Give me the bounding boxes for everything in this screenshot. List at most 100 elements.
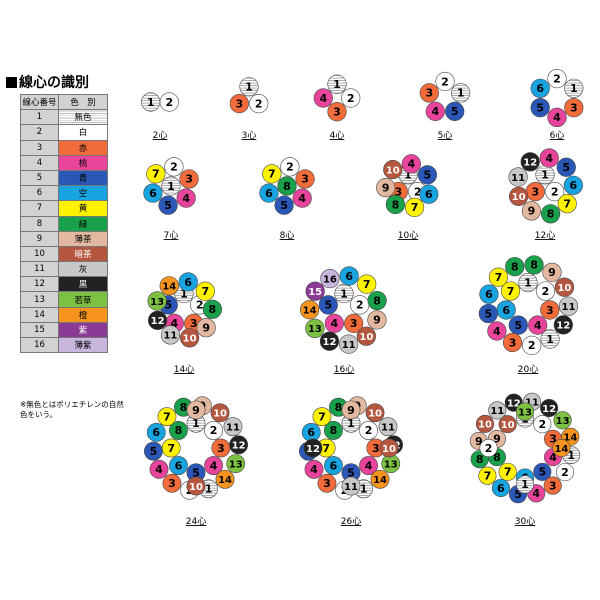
core-number-label: 13 bbox=[150, 297, 164, 308]
core-circle bbox=[370, 469, 390, 489]
color-name-cell: 若草 bbox=[58, 291, 108, 308]
core-circle bbox=[223, 417, 243, 437]
core-number-label: 4 bbox=[182, 192, 190, 205]
core-number-cell: 12 bbox=[20, 276, 59, 293]
core-number-label: 11 bbox=[342, 340, 356, 351]
core-circle bbox=[518, 273, 538, 293]
core-number-label: 4 bbox=[532, 487, 540, 500]
core-circle bbox=[149, 459, 169, 479]
core-number-label: 4 bbox=[310, 463, 318, 476]
core-circle bbox=[498, 462, 517, 481]
core-number-label: 9 bbox=[528, 205, 536, 218]
diagram-label: 16心 bbox=[334, 364, 354, 375]
core-circle bbox=[435, 71, 455, 92]
core-number-label: 6 bbox=[152, 426, 160, 439]
core-number-label: 9 bbox=[202, 321, 210, 334]
core-number-label: 1 bbox=[570, 82, 578, 95]
core-number-label: 10 bbox=[189, 482, 203, 493]
core-number-label: 9 bbox=[373, 314, 381, 327]
core-circle bbox=[533, 415, 552, 434]
core-number-label: 5 bbox=[514, 488, 522, 501]
core-circle bbox=[376, 178, 396, 198]
core-circle bbox=[169, 421, 188, 440]
core-number-label: 8 bbox=[373, 294, 381, 307]
core-circle bbox=[521, 201, 542, 221]
core-number-label: 4 bbox=[553, 111, 561, 124]
core-number-label: 10 bbox=[386, 165, 400, 176]
core-circle bbox=[419, 184, 439, 204]
core-circle bbox=[280, 157, 300, 177]
core-number-label: 11 bbox=[562, 302, 576, 313]
core-number-label: 7 bbox=[411, 201, 419, 214]
core-number-label: 12 bbox=[556, 321, 570, 332]
core-number-label: 2 bbox=[414, 185, 422, 198]
core-circle bbox=[339, 334, 359, 354]
core-circle bbox=[313, 88, 333, 108]
core-circle bbox=[505, 257, 525, 277]
core-circle bbox=[547, 68, 567, 89]
core-number-label: 5 bbox=[164, 199, 172, 212]
core-circle bbox=[508, 167, 528, 187]
core-number-label: 5 bbox=[539, 466, 547, 479]
core-number-label: 5 bbox=[164, 299, 172, 312]
core-number-label: 6 bbox=[497, 482, 505, 495]
core-circle bbox=[249, 94, 269, 114]
core-number-label: 5 bbox=[324, 299, 332, 312]
table-row: 12 黒 bbox=[20, 276, 108, 293]
core-number-label: 1 bbox=[521, 478, 529, 491]
core-circle bbox=[334, 283, 354, 304]
core-number-label: 7 bbox=[318, 410, 326, 423]
core-circle bbox=[528, 315, 548, 335]
core-circle bbox=[160, 325, 181, 345]
core-number-label: 1 bbox=[192, 417, 200, 430]
color-name-cell: 黒 bbox=[58, 276, 108, 293]
core-circle bbox=[327, 102, 347, 122]
core-circle bbox=[159, 92, 179, 112]
core-number-label: 2 bbox=[196, 299, 204, 312]
core-circle bbox=[553, 315, 573, 335]
core-number-label: 10 bbox=[382, 444, 396, 455]
core-circle bbox=[179, 169, 199, 189]
core-number-label: 8 bbox=[476, 453, 484, 466]
core-number-cell: 4 bbox=[20, 154, 59, 171]
core-circle bbox=[498, 415, 517, 434]
core-circle bbox=[542, 262, 562, 282]
core-number-label: 1 bbox=[347, 417, 355, 430]
core-circle bbox=[417, 165, 437, 185]
core-circle bbox=[487, 321, 507, 341]
core-circle bbox=[445, 101, 465, 121]
core-number-label: 6 bbox=[184, 276, 192, 289]
core-circle bbox=[299, 300, 320, 320]
core-number-label: 3 bbox=[333, 106, 341, 119]
core-circle bbox=[146, 164, 166, 184]
core-number-label: 2 bbox=[210, 424, 218, 437]
core-number-label: 10 bbox=[183, 334, 197, 345]
core-circle bbox=[143, 183, 163, 203]
core-number-label: 8 bbox=[283, 180, 291, 193]
core-circle bbox=[522, 335, 542, 355]
core-number-label: 4 bbox=[170, 317, 178, 330]
core-number-label: 2 bbox=[539, 418, 547, 431]
core-circle bbox=[508, 315, 528, 335]
core-number-label: 9 bbox=[347, 404, 355, 417]
core-number-label: 7 bbox=[507, 285, 515, 298]
core-circle bbox=[162, 473, 182, 493]
core-circle bbox=[305, 281, 325, 301]
core-circle bbox=[262, 164, 282, 184]
core-circle bbox=[502, 332, 523, 353]
core-circle bbox=[324, 456, 343, 475]
diagram-label: 7心 bbox=[164, 230, 179, 241]
core-circle bbox=[341, 88, 361, 108]
core-number-label: 7 bbox=[201, 285, 209, 298]
core-number-label: 5 bbox=[562, 161, 570, 174]
core-number-label: 10 bbox=[557, 283, 571, 294]
core-circle bbox=[292, 188, 312, 208]
core-number-cell: 5 bbox=[20, 169, 59, 187]
core-circle bbox=[488, 267, 509, 287]
core-circle bbox=[204, 456, 223, 475]
core-number-label: 8 bbox=[530, 259, 538, 272]
core-circle bbox=[324, 313, 344, 333]
core-number-label: 14 bbox=[162, 282, 176, 293]
